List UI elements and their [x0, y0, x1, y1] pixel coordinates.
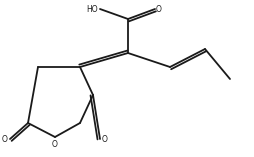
Text: O: O	[102, 135, 108, 143]
Text: O: O	[156, 5, 162, 14]
Text: O: O	[2, 135, 8, 143]
Text: HO: HO	[86, 5, 98, 14]
Text: O: O	[52, 140, 58, 149]
